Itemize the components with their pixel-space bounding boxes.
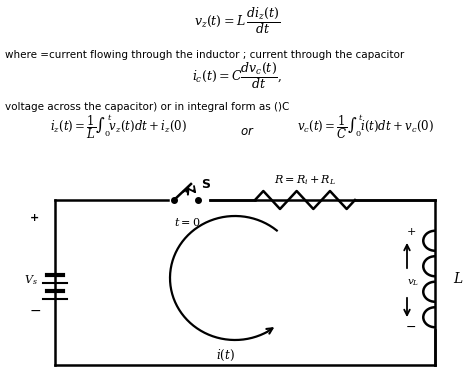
Text: −: − [29, 303, 41, 317]
Text: $i_z(t)=\dfrac{1}{L}\int_0^{\,t}\!v_z(t)dt+i_z(0)$: $i_z(t)=\dfrac{1}{L}\int_0^{\,t}\!v_z(t)… [50, 112, 186, 141]
Text: $v_c(t)=\dfrac{1}{C}\int_0^{\,t}\!i(t)dt+v_c(0)$: $v_c(t)=\dfrac{1}{C}\int_0^{\,t}\!i(t)dt… [297, 112, 433, 141]
Text: +: + [30, 213, 40, 223]
Text: L: L [453, 272, 462, 286]
Text: $or$: $or$ [240, 125, 255, 138]
Text: $i(t)$: $i(t)$ [216, 348, 235, 363]
Text: $v_z(t) = L\,\dfrac{di_z(t)}{dt}$: $v_z(t) = L\,\dfrac{di_z(t)}{dt}$ [194, 5, 280, 36]
Text: $i_c(t)=C\dfrac{dv_c(t)}{dt},$: $i_c(t)=C\dfrac{dv_c(t)}{dt},$ [192, 60, 282, 91]
Text: where =current flowing through the inductor ; current through the capacitor: where =current flowing through the induc… [5, 50, 404, 60]
Text: $v_L$: $v_L$ [407, 278, 419, 288]
Text: voltage across the capacitor) or in integral form as ()C: voltage across the capacitor) or in inte… [5, 102, 289, 112]
Text: −: − [406, 320, 416, 334]
Text: S: S [201, 178, 210, 192]
Text: $V_s$: $V_s$ [24, 274, 38, 287]
Text: $t=0$: $t=0$ [174, 216, 200, 228]
Text: +: + [406, 227, 416, 237]
Text: $R=R_i+R_L$: $R=R_i+R_L$ [274, 173, 336, 187]
